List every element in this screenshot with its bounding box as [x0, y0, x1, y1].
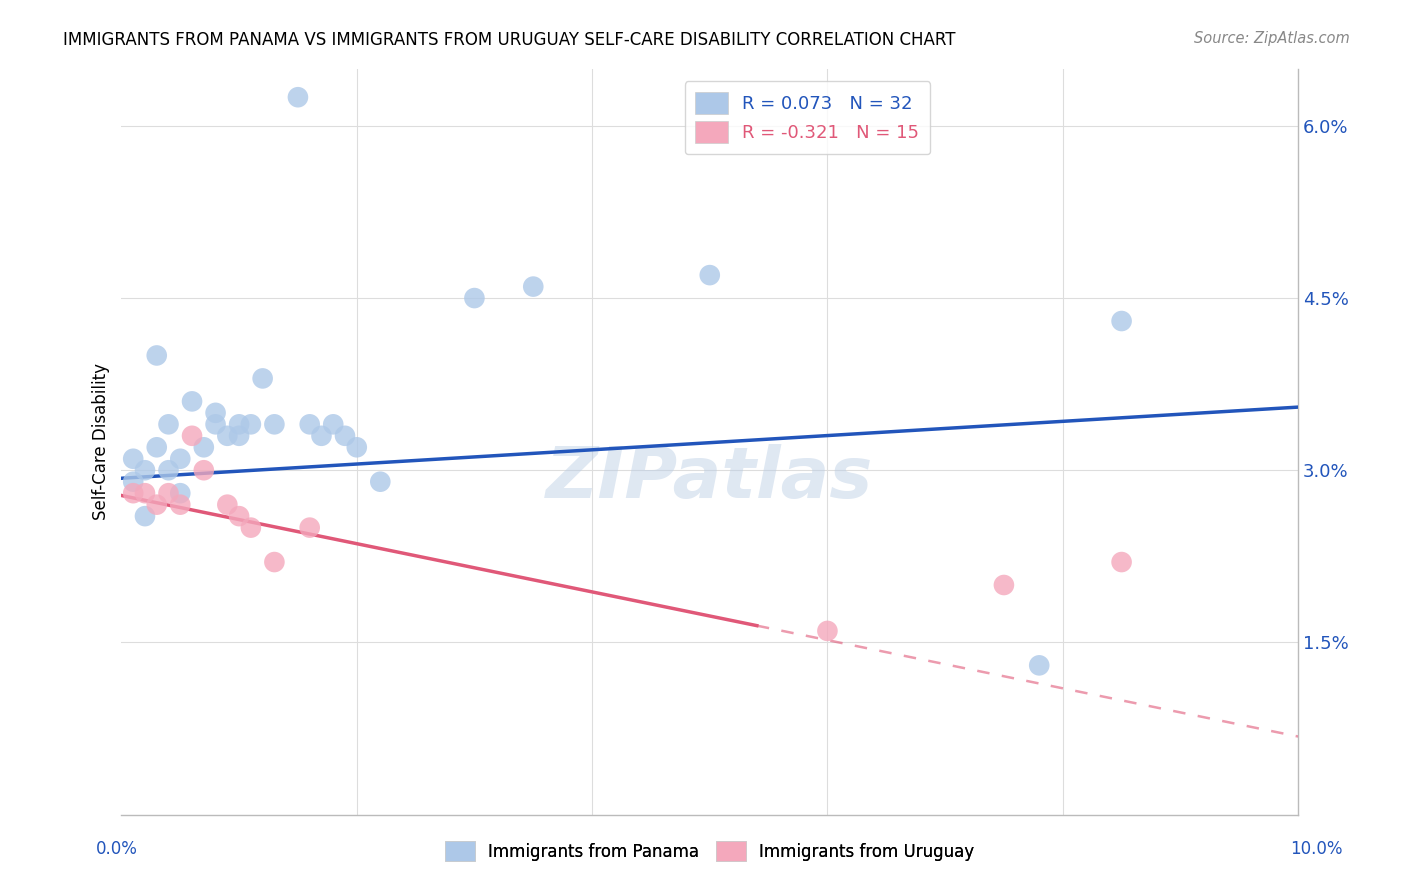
Point [993, 578, 1015, 592]
Point [204, 417, 226, 432]
Point [193, 440, 215, 454]
Point [287, 90, 309, 104]
Point [333, 429, 356, 443]
Point [134, 463, 156, 477]
Point [228, 429, 250, 443]
Point [193, 463, 215, 477]
Text: IMMIGRANTS FROM PANAMA VS IMMIGRANTS FROM URUGUAY SELF-CARE DISABILITY CORRELATI: IMMIGRANTS FROM PANAMA VS IMMIGRANTS FRO… [63, 31, 956, 49]
Point [145, 440, 167, 454]
Y-axis label: Self-Care Disability: Self-Care Disability [93, 363, 110, 520]
Point [181, 429, 204, 443]
Point [169, 486, 191, 500]
Point [1111, 314, 1133, 328]
Text: 0.0%: 0.0% [96, 840, 138, 858]
Point [252, 371, 274, 385]
Point [322, 417, 344, 432]
Legend: Immigrants from Panama, Immigrants from Uruguay: Immigrants from Panama, Immigrants from … [437, 832, 983, 870]
Point [157, 463, 180, 477]
Point [204, 406, 226, 420]
Point [368, 475, 391, 489]
Point [145, 498, 167, 512]
Point [157, 486, 180, 500]
Point [815, 624, 838, 638]
Point [145, 348, 167, 362]
Point [122, 486, 145, 500]
Point [298, 521, 321, 535]
Point [169, 451, 191, 466]
Point [181, 394, 204, 409]
Point [157, 417, 180, 432]
Text: ZIPatlas: ZIPatlas [546, 444, 873, 513]
Point [298, 417, 321, 432]
Text: Source: ZipAtlas.com: Source: ZipAtlas.com [1194, 31, 1350, 46]
Point [346, 440, 368, 454]
Point [239, 521, 262, 535]
Point [311, 429, 333, 443]
Point [522, 279, 544, 293]
Point [217, 498, 239, 512]
Point [1028, 658, 1050, 673]
Point [239, 417, 262, 432]
Point [463, 291, 485, 305]
Point [1111, 555, 1133, 569]
Point [263, 417, 285, 432]
Point [134, 486, 156, 500]
Point [263, 555, 285, 569]
Point [122, 475, 145, 489]
Point [169, 498, 191, 512]
Point [699, 268, 721, 282]
Point [134, 509, 156, 524]
Text: 10.0%: 10.0% [1291, 840, 1343, 858]
Point [217, 429, 239, 443]
Point [228, 509, 250, 524]
Point [228, 417, 250, 432]
Point [122, 451, 145, 466]
